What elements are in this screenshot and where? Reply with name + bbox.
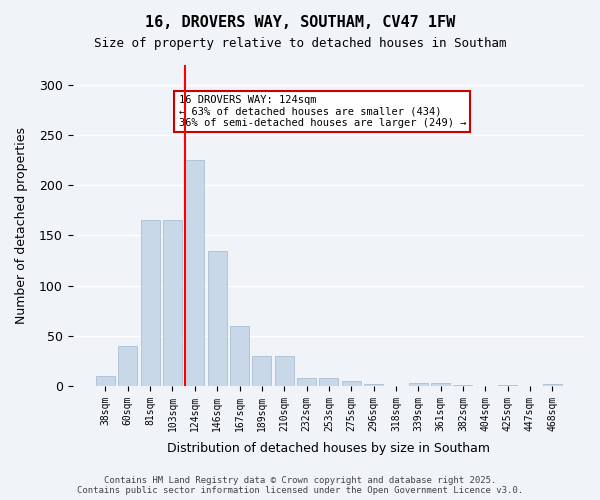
Bar xyxy=(253,356,271,386)
Bar xyxy=(454,385,472,386)
Bar xyxy=(208,250,227,386)
Bar xyxy=(341,381,361,386)
Bar xyxy=(275,356,293,386)
Bar xyxy=(230,326,249,386)
Bar xyxy=(543,384,562,386)
Bar xyxy=(118,346,137,386)
Text: 16 DROVERS WAY: 124sqm
← 63% of detached houses are smaller (434)
36% of semi-de: 16 DROVERS WAY: 124sqm ← 63% of detached… xyxy=(179,95,466,128)
Bar xyxy=(409,383,428,386)
Bar xyxy=(364,384,383,386)
Bar xyxy=(185,160,205,386)
Bar xyxy=(431,383,450,386)
Bar xyxy=(140,220,160,386)
Y-axis label: Number of detached properties: Number of detached properties xyxy=(15,127,28,324)
Bar xyxy=(163,220,182,386)
Bar xyxy=(498,385,517,386)
Bar xyxy=(319,378,338,386)
Text: 16, DROVERS WAY, SOUTHAM, CV47 1FW: 16, DROVERS WAY, SOUTHAM, CV47 1FW xyxy=(145,15,455,30)
X-axis label: Distribution of detached houses by size in Southam: Distribution of detached houses by size … xyxy=(167,442,490,455)
Bar xyxy=(297,378,316,386)
Text: Size of property relative to detached houses in Southam: Size of property relative to detached ho… xyxy=(94,38,506,51)
Bar xyxy=(96,376,115,386)
Text: Contains HM Land Registry data © Crown copyright and database right 2025.
Contai: Contains HM Land Registry data © Crown c… xyxy=(77,476,523,495)
